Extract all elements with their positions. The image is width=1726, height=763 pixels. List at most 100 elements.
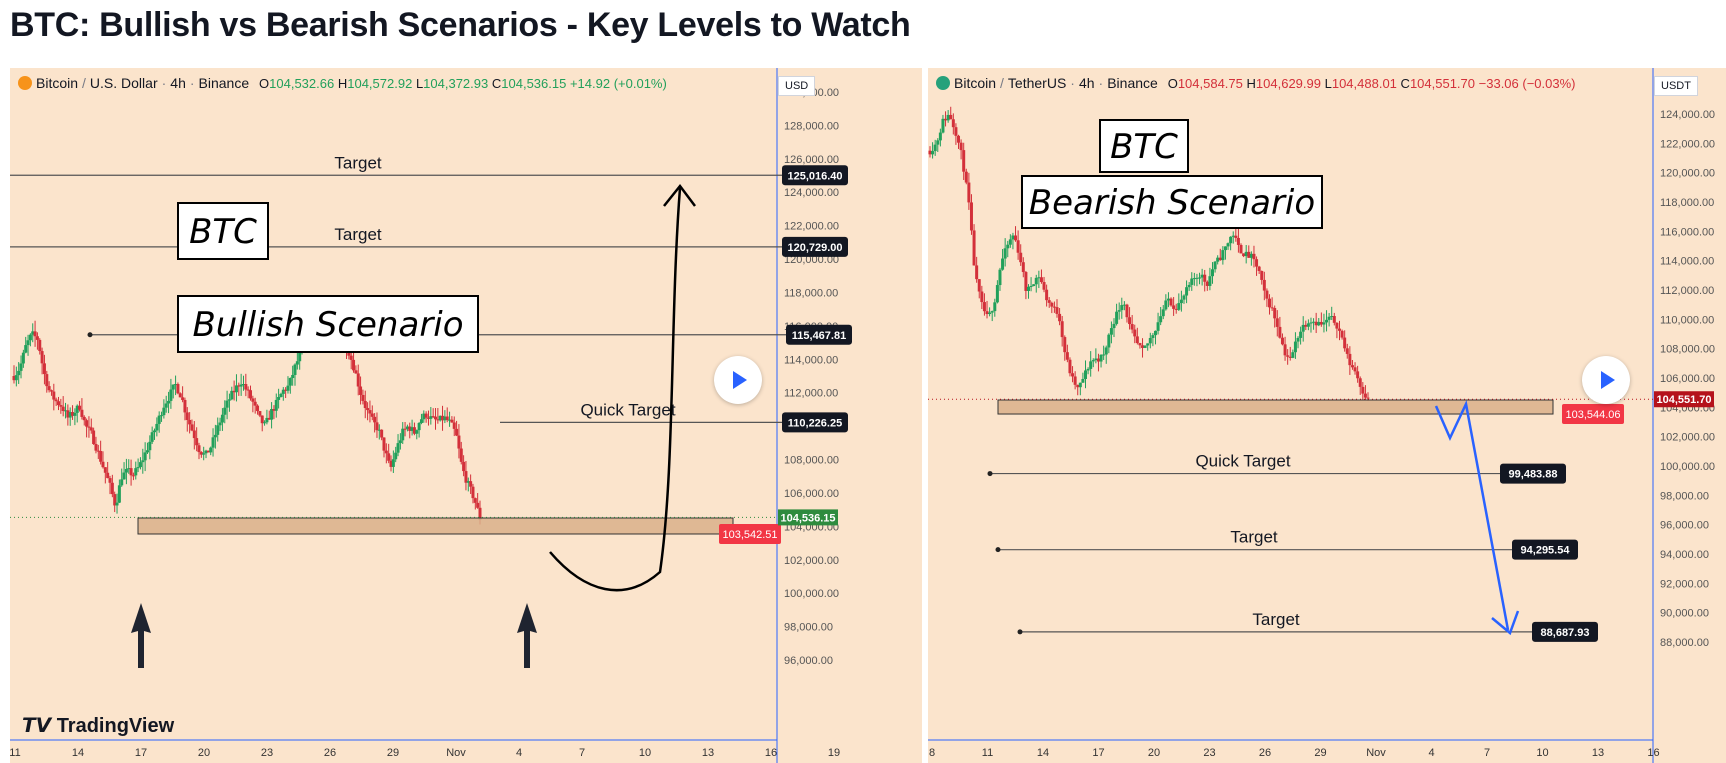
- y-tick-label: 100,000.00: [1660, 461, 1715, 473]
- x-tick-label: Nov: [1366, 747, 1386, 759]
- candle-body: [1172, 305, 1176, 309]
- candle-body: [391, 459, 395, 467]
- candle-body: [441, 415, 445, 421]
- candle-body: [995, 285, 999, 303]
- y-tick-label: 88,000.00: [1660, 637, 1709, 649]
- bullish-path-arrow: [549, 187, 682, 592]
- target-price-tag: [782, 412, 848, 433]
- candle-body: [52, 391, 56, 400]
- y-tick-label: 126,000.00: [784, 154, 839, 166]
- candle-body: [1304, 324, 1308, 327]
- timeframe: 4h: [170, 75, 186, 91]
- candle-body: [1312, 321, 1316, 323]
- candle-body: [349, 355, 353, 360]
- candle-body: [26, 340, 30, 346]
- candle-body: [1270, 307, 1274, 309]
- candle-body: [56, 401, 60, 406]
- candle-body: [1084, 370, 1088, 379]
- candle-body: [241, 384, 245, 386]
- candle-body: [1174, 308, 1178, 310]
- candle-body: [220, 414, 224, 423]
- chart-panel-bullish[interactable]: 130,000.00128,000.00126,000.00124,000.00…: [10, 68, 922, 763]
- candle-body: [1086, 368, 1090, 371]
- candle-body: [174, 384, 178, 386]
- candle-body: [260, 415, 264, 424]
- target-level-anchor: [995, 547, 1001, 553]
- candle-body: [473, 498, 477, 503]
- candle-body: [162, 407, 166, 416]
- candle-body: [401, 428, 405, 441]
- candle-body: [256, 405, 260, 412]
- play-button[interactable]: [1582, 356, 1630, 404]
- candle-body: [1078, 382, 1082, 388]
- target-price-tag: [782, 165, 848, 186]
- candle-body: [1058, 313, 1062, 322]
- y-tick-label: 102,000.00: [784, 555, 839, 567]
- candle-body: [1148, 337, 1152, 344]
- candle-body: [438, 415, 442, 421]
- y-tick-label: 118,000.00: [784, 287, 838, 299]
- support-zone: [137, 517, 734, 535]
- candle-body: [1143, 345, 1147, 348]
- candle-body: [1239, 244, 1243, 254]
- candle-body: [959, 142, 963, 151]
- candle-body: [1327, 316, 1331, 320]
- btc-badge: BTC: [1110, 127, 1178, 167]
- candle-body: [171, 384, 175, 390]
- candle-body: [1125, 304, 1129, 318]
- y-tick-label: 120,000.00: [784, 254, 839, 266]
- candle-body: [153, 430, 157, 433]
- candle-body: [108, 478, 112, 483]
- candle-body: [1177, 303, 1181, 310]
- candle-body: [933, 144, 937, 152]
- support-price-label: 103,542.51: [722, 529, 777, 541]
- candle-body: [136, 467, 140, 469]
- candle-body: [1026, 286, 1030, 291]
- candle-body: [1024, 272, 1028, 291]
- play-button[interactable]: [714, 356, 762, 404]
- candle-body: [113, 494, 117, 506]
- candle-body: [1109, 328, 1113, 335]
- target-price-tag: [786, 324, 852, 345]
- x-tick-label: 19: [828, 747, 840, 759]
- candle-body: [1268, 298, 1272, 308]
- x-tick-label: 11: [10, 747, 21, 759]
- candle-body: [1291, 352, 1295, 358]
- currency-selector[interactable]: USD: [778, 76, 816, 96]
- x-tick-label: 14: [72, 747, 84, 759]
- chart-canvas-bullish[interactable]: 130,000.00128,000.00126,000.00124,000.00…: [10, 68, 922, 763]
- candle-body: [213, 434, 217, 438]
- candle-body: [436, 419, 440, 421]
- symbol-header: Bitcoin / TetherUS · 4h · Binance O104,584.75 …: [936, 75, 1576, 91]
- candle-body: [272, 408, 276, 411]
- candle-body: [1089, 361, 1093, 369]
- candle-body: [982, 302, 986, 312]
- candle-body: [1273, 308, 1277, 319]
- candle-body: [188, 419, 192, 425]
- page-title: BTC: Bullish vs Bearish Scenarios - Key …: [10, 6, 911, 44]
- tradingview-wordmark: TradingView: [56, 715, 175, 737]
- candle-body: [389, 460, 393, 467]
- currency-selector[interactable]: USDT: [1654, 76, 1698, 96]
- candle-body: [1102, 354, 1106, 356]
- candle-body: [455, 428, 459, 436]
- candle-body: [422, 413, 426, 420]
- x-tick-label: 10: [639, 747, 651, 759]
- candle-body: [267, 417, 271, 420]
- candle-body: [396, 443, 400, 453]
- last-price-tag: [1654, 391, 1714, 408]
- x-tick-label: 23: [261, 747, 273, 759]
- candle-body: [1262, 279, 1266, 291]
- chart-panel-bearish[interactable]: 124,000.00 122,000.00 120,000.00 118,000.00…: [928, 68, 1726, 763]
- candle-body: [1358, 378, 1362, 387]
- chart-canvas-bearish[interactable]: 124,000.00 122,000.00 120,000.00 118,000.00…: [928, 68, 1726, 763]
- candle-body: [1192, 278, 1196, 280]
- high-value: 104,629.99: [1255, 76, 1321, 91]
- symbol-name: Bitcoin: [954, 75, 997, 91]
- candle-body: [469, 481, 473, 487]
- low-value: 104,372.93: [423, 76, 489, 91]
- candle-body: [281, 389, 285, 394]
- candle-body: [49, 390, 53, 392]
- candle-body: [354, 370, 358, 374]
- symbol-header: Bitcoin / U.S. Dollar · 4h · Binance O104,532.…: [18, 75, 667, 91]
